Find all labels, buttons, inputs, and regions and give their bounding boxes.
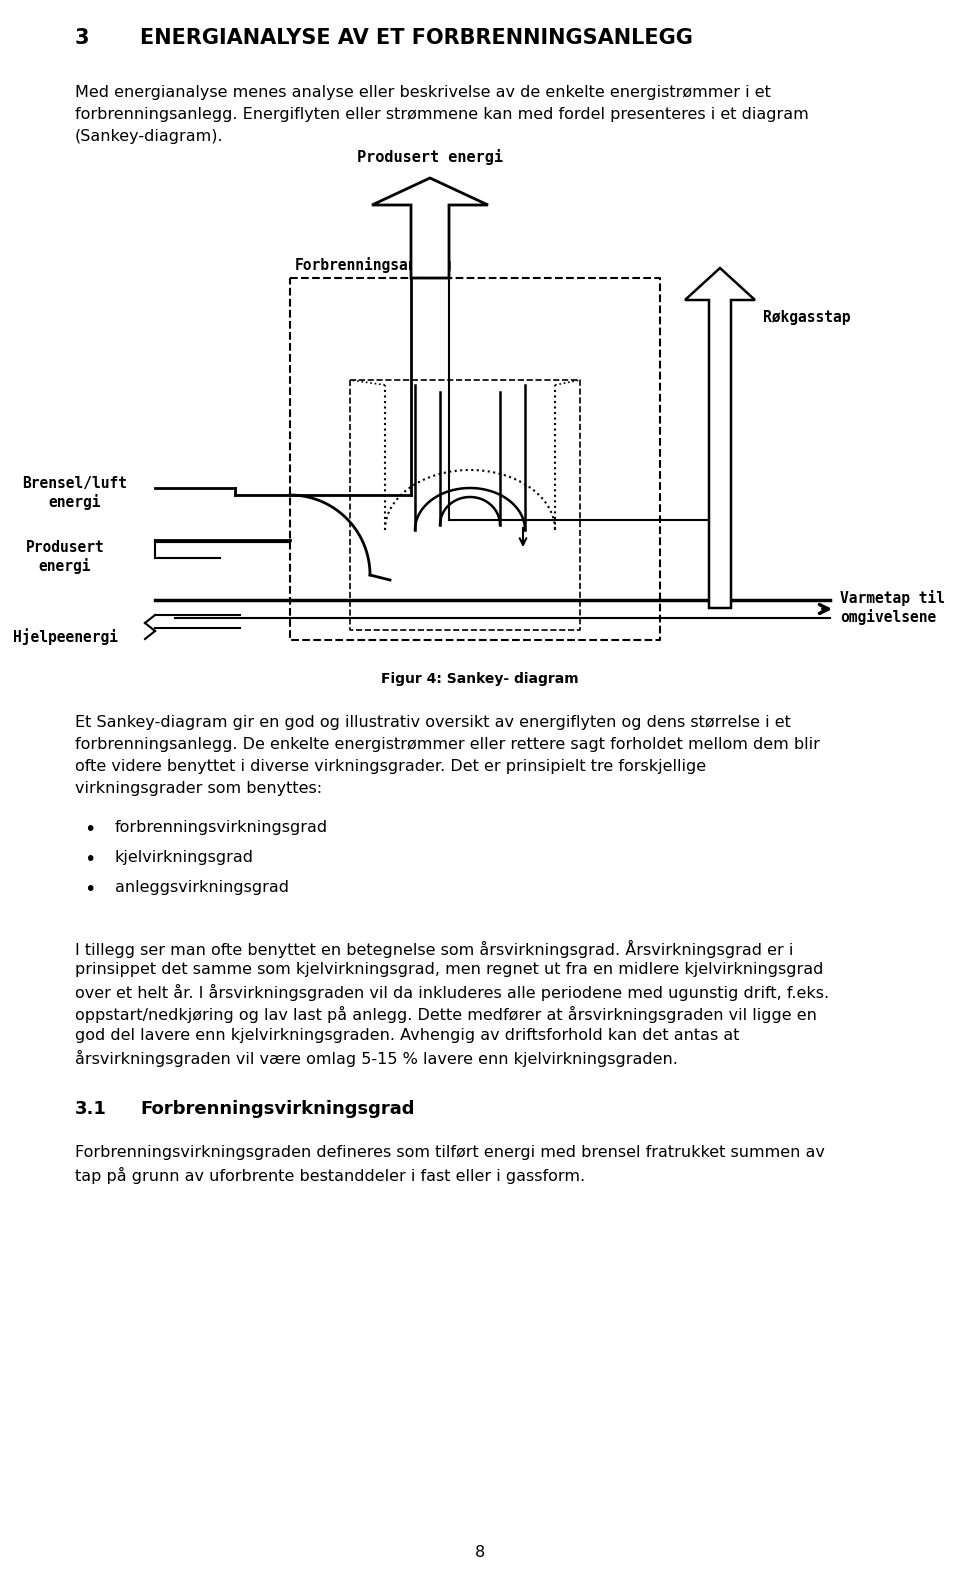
Text: I tillegg ser man ofte benyttet en betegnelse som årsvirkningsgrad. Årsvirknings: I tillegg ser man ofte benyttet en beteg…: [75, 940, 793, 958]
Text: forbrenningsanlegg. Energiflyten eller strømmene kan med fordel presenteres i et: forbrenningsanlegg. Energiflyten eller s…: [75, 107, 808, 122]
Text: 3: 3: [75, 28, 89, 47]
Text: årsvirkningsgraden vil være omlag 5-15 % lavere enn kjelvirkningsgraden.: årsvirkningsgraden vil være omlag 5-15 %…: [75, 1050, 678, 1067]
Text: •: •: [84, 880, 96, 898]
Text: Et Sankey-diagram gir en god og illustrativ oversikt av energiflyten og dens stø: Et Sankey-diagram gir en god og illustra…: [75, 715, 791, 729]
Text: anleggsvirkningsgrad: anleggsvirkningsgrad: [115, 880, 289, 895]
Text: Forbrenningsvirkningsgraden defineres som tilført energi med brensel fratrukket : Forbrenningsvirkningsgraden defineres so…: [75, 1145, 825, 1161]
Text: Brensel/luft
energi: Brensel/luft energi: [22, 475, 128, 510]
Text: ENERGIANALYSE AV ET FORBRENNINGSANLEGG: ENERGIANALYSE AV ET FORBRENNINGSANLEGG: [140, 28, 693, 47]
Text: oppstart/nedkjøring og lav last på anlegg. Dette medfører at årsvirkningsgraden : oppstart/nedkjøring og lav last på anleg…: [75, 1006, 817, 1023]
Text: forbrenningsvirkningsgrad: forbrenningsvirkningsgrad: [115, 820, 328, 835]
Text: virkningsgrader som benyttes:: virkningsgrader som benyttes:: [75, 782, 323, 796]
Text: Produsert energi: Produsert energi: [357, 148, 503, 164]
Text: god del lavere enn kjelvirkningsgraden. Avhengig av driftsforhold kan det antas : god del lavere enn kjelvirkningsgraden. …: [75, 1028, 739, 1044]
Text: Produsert
energi: Produsert energi: [26, 540, 105, 573]
Text: •: •: [84, 850, 96, 868]
Text: forbrenningsanlegg. De enkelte energistrømmer eller rettere sagt forholdet mello: forbrenningsanlegg. De enkelte energistr…: [75, 737, 820, 752]
Text: Med energianalyse menes analyse eller beskrivelse av de enkelte energistrømmer i: Med energianalyse menes analyse eller be…: [75, 85, 771, 99]
Text: 3.1: 3.1: [75, 1101, 107, 1118]
Text: prinsippet det samme som kjelvirkningsgrad, men regnet ut fra en midlere kjelvir: prinsippet det samme som kjelvirkningsgr…: [75, 962, 824, 977]
Text: ofte videre benyttet i diverse virkningsgrader. Det er prinsipielt tre forskjell: ofte videre benyttet i diverse virknings…: [75, 759, 707, 774]
Text: Røkgasstap: Røkgasstap: [763, 309, 851, 325]
Text: Hjelpeenergi: Hjelpeenergi: [12, 628, 117, 644]
Text: Varmetap til
omgivelsene: Varmetap til omgivelsene: [840, 591, 945, 625]
Text: Forbrenningsanlegg: Forbrenningsanlegg: [295, 257, 452, 273]
Polygon shape: [372, 178, 488, 278]
Text: tap på grunn av uforbrente bestanddeler i fast eller i gassform.: tap på grunn av uforbrente bestanddeler …: [75, 1167, 586, 1184]
Text: over et helt år. I årsvirkningsgraden vil da inkluderes alle periodene med uguns: over et helt år. I årsvirkningsgraden vi…: [75, 984, 829, 1001]
Text: Forbrenningsvirkningsgrad: Forbrenningsvirkningsgrad: [140, 1101, 415, 1118]
Text: •: •: [84, 820, 96, 838]
Text: kjelvirkningsgrad: kjelvirkningsgrad: [115, 850, 254, 865]
Polygon shape: [685, 268, 755, 608]
Text: Figur 4: Sankey- diagram: Figur 4: Sankey- diagram: [381, 673, 579, 685]
Text: 8: 8: [475, 1544, 485, 1560]
Text: (Sankey-diagram).: (Sankey-diagram).: [75, 129, 224, 144]
